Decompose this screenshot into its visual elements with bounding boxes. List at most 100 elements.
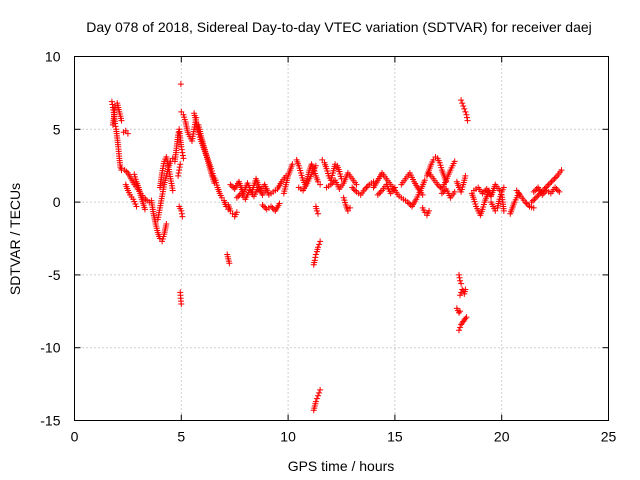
data-point — [118, 117, 125, 124]
data-point — [259, 202, 266, 209]
data-point — [480, 188, 487, 195]
data-point — [289, 161, 296, 168]
data-point — [178, 210, 185, 217]
data-point — [169, 187, 176, 194]
y-tick-label: -10 — [40, 340, 60, 356]
data-point — [539, 191, 546, 198]
data-point — [376, 190, 383, 197]
data-point — [178, 207, 185, 214]
data-point — [124, 130, 131, 137]
data-point — [558, 167, 565, 174]
data-point — [462, 315, 469, 322]
x-tick-label: 10 — [280, 429, 296, 445]
data-point — [141, 206, 148, 213]
data-point — [532, 187, 539, 194]
data-point — [312, 162, 319, 169]
data-point — [235, 193, 242, 200]
data-point — [455, 271, 462, 278]
x-tick-label: 20 — [494, 429, 510, 445]
data-point — [426, 207, 433, 214]
data-point — [177, 81, 184, 88]
data-point — [311, 257, 318, 264]
data-point — [458, 97, 465, 104]
data-point — [108, 98, 115, 105]
y-axis-label: SDTVAR / TECUs — [7, 183, 23, 295]
data-point — [457, 308, 464, 315]
axis-ticks — [74, 56, 609, 421]
data-point — [353, 181, 360, 188]
data-point — [462, 108, 469, 115]
data-point — [364, 183, 371, 190]
data-point — [530, 204, 537, 211]
data-point — [553, 185, 560, 192]
data-point — [451, 188, 458, 195]
data-point — [525, 202, 532, 209]
data-point — [175, 172, 182, 179]
data-point — [178, 146, 185, 153]
data-point — [540, 190, 547, 197]
data-point — [455, 327, 462, 334]
data-point — [315, 210, 322, 217]
data-point — [523, 200, 530, 207]
data-point — [463, 314, 470, 321]
data-point — [438, 190, 445, 197]
data-point — [374, 191, 381, 198]
data-point — [460, 103, 467, 110]
data-point — [175, 129, 182, 136]
data-point — [263, 185, 270, 192]
data-point — [178, 143, 185, 150]
data-point — [421, 177, 428, 184]
data-point — [233, 209, 240, 216]
data-point — [440, 188, 447, 195]
data-point — [434, 181, 441, 188]
data-point — [179, 213, 186, 220]
data-point — [312, 398, 319, 405]
data-point — [534, 193, 541, 200]
data-point — [457, 292, 464, 299]
data-point — [404, 199, 411, 206]
x-tick-label: 25 — [601, 429, 617, 445]
data-point — [377, 188, 384, 195]
data-point — [463, 114, 470, 121]
data-point — [350, 185, 357, 192]
data-point — [552, 174, 559, 181]
data-point — [547, 180, 554, 187]
data-point — [179, 152, 186, 159]
x-tick-label: 15 — [387, 429, 403, 445]
x-axis-label: GPS time / hours — [288, 458, 395, 474]
data-point — [233, 194, 240, 201]
data-point — [352, 187, 359, 194]
data-point — [363, 184, 370, 191]
data-point — [227, 181, 234, 188]
data-point — [315, 244, 322, 251]
data-point — [455, 309, 462, 316]
plot-frame — [74, 56, 609, 421]
data-point — [228, 183, 235, 190]
data-point — [268, 203, 275, 210]
data-point — [500, 207, 507, 214]
data-point — [163, 220, 170, 227]
x-tick-labels: 0 5 10 15 20 25 — [71, 429, 617, 445]
x-tick-label: 0 — [71, 429, 79, 445]
data-point — [361, 185, 368, 192]
data-point — [349, 184, 356, 191]
data-point — [463, 111, 470, 118]
data-point — [545, 181, 552, 188]
data-point — [522, 199, 529, 206]
data-point — [528, 199, 535, 206]
data-point — [548, 178, 555, 185]
data-point — [329, 180, 336, 187]
data-point — [347, 204, 354, 211]
data-point — [269, 204, 276, 211]
y-tick-label: 0 — [53, 194, 61, 210]
data-point — [462, 286, 469, 293]
data-point — [531, 196, 538, 203]
grid-lines — [74, 56, 609, 421]
data-point — [316, 389, 323, 396]
data-point — [313, 395, 320, 402]
data-point — [176, 164, 183, 171]
data-point — [178, 301, 185, 308]
chart-title: Day 078 of 2018, Sidereal Day-to-day VTE… — [86, 19, 592, 35]
data-point — [544, 183, 551, 190]
